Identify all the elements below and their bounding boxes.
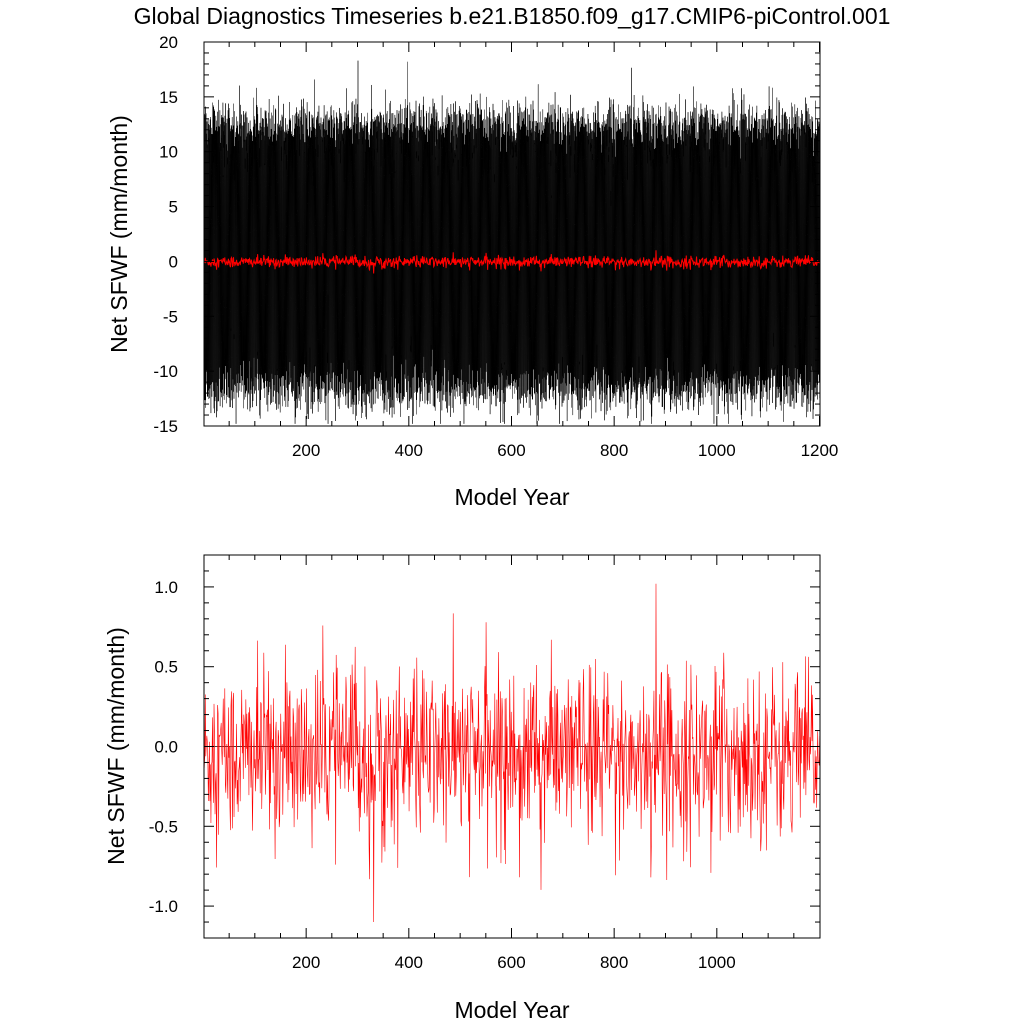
top-plot-area [204, 60, 820, 424]
top-x-tick-label: 400 [395, 441, 423, 460]
figure-title: Global Diagnostics Timeseries b.e21.B185… [134, 3, 891, 29]
bottom-y-tick-label: -1.0 [149, 897, 178, 916]
top-series-annual-line [204, 250, 820, 274]
bottom-x-tick-label: 800 [600, 953, 628, 972]
bottom-x-tick-label: 600 [497, 953, 525, 972]
top-y-tick-label: -15 [153, 417, 178, 436]
bottom-y-tick-label: 0.0 [154, 738, 178, 757]
bottom-x-axis-label: Model Year [454, 997, 569, 1023]
top-y-tick-label: -10 [153, 362, 178, 381]
top-x-axis-label: Model Year [454, 484, 569, 510]
top-axis-ticks: 200 400 600 800 1000 1200 -15 -10 -5 0 5 10 15 20 [153, 33, 838, 460]
bottom-y-tick-label: 0.5 [154, 658, 178, 677]
top-x-tick-label: 1200 [801, 441, 839, 460]
bottom-y-tick-label: 1.0 [154, 578, 178, 597]
bottom-x-tick-label: 1000 [698, 953, 736, 972]
top-panel: 200 400 600 800 1000 1200 -15 -10 -5 0 5 10 15 20 Mod… [106, 33, 838, 510]
top-y-tick-label: -5 [163, 307, 178, 326]
bottom-x-tick-label: 200 [292, 953, 320, 972]
bottom-plot-area [204, 583, 820, 923]
top-x-tick-label: 1000 [698, 441, 736, 460]
top-x-tick-label: 600 [497, 441, 525, 460]
top-y-tick-label: 20 [159, 33, 178, 52]
top-plot-frame [203, 41, 821, 427]
bottom-series-annual-line [204, 583, 820, 923]
bottom-y-tick-label: -0.5 [149, 817, 178, 836]
top-y-tick-label: 10 [159, 143, 178, 162]
top-y-tick-label: 0 [169, 252, 178, 271]
bottom-x-tick-label: 400 [395, 953, 423, 972]
top-y-tick-label: 5 [169, 198, 178, 217]
top-x-tick-label: 200 [292, 441, 320, 460]
top-y-axis-label: Net SFWF (mm/month) [106, 115, 132, 353]
top-y-tick-label: 15 [159, 88, 178, 107]
top-x-tick-label: 800 [600, 441, 628, 460]
bottom-y-axis-label: Net SFWF (mm/month) [103, 627, 129, 865]
top-series-monthly-line [204, 60, 820, 424]
bottom-axis-ticks: 200 400 600 800 1000 -1.0 -0.5 0.0 0.5 1.0 [149, 554, 820, 972]
bottom-panel: 200 400 600 800 1000 -1.0 -0.5 0.0 0.5 1.0 Model … [103, 554, 821, 1023]
